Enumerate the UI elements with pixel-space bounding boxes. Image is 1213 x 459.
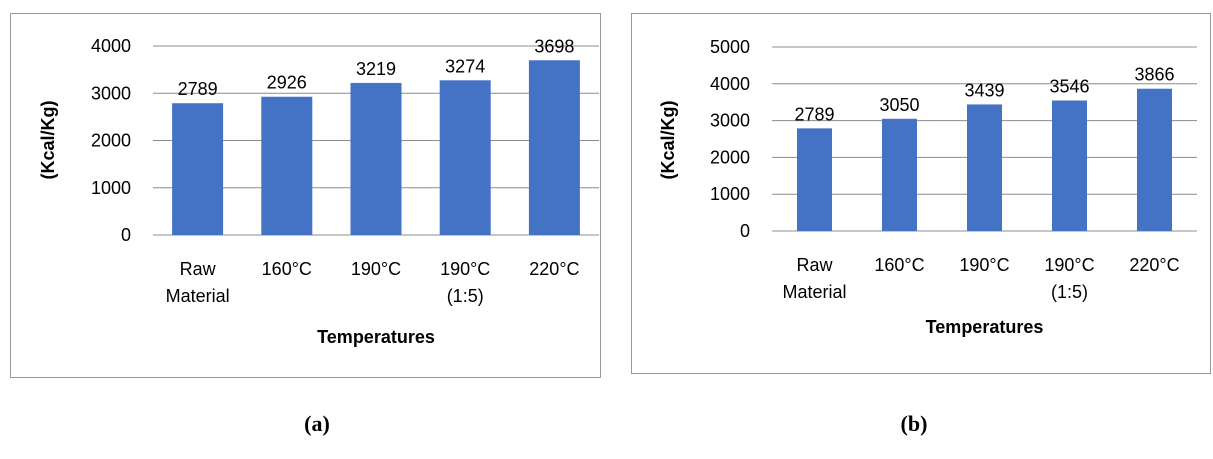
x-axis-title: Temperatures bbox=[926, 317, 1044, 337]
bar-chart-a: 0 1000 2000 3000 4000 2789 Raw Material 2926 160°… bbox=[38, 36, 599, 347]
bar bbox=[172, 103, 224, 235]
x-tick-label: 220°C bbox=[529, 259, 579, 279]
caption-a: (a) bbox=[304, 411, 330, 436]
y-tick-label: 1000 bbox=[91, 178, 131, 198]
y-tick-label: 2000 bbox=[91, 131, 131, 151]
x-tick-label: (1:5) bbox=[447, 286, 484, 306]
y-tick-label: 4000 bbox=[710, 74, 750, 94]
y-tick-label: 0 bbox=[121, 225, 131, 245]
y-tick-label: 4000 bbox=[91, 36, 131, 56]
data-label: 3698 bbox=[534, 36, 574, 56]
bar bbox=[1052, 100, 1087, 231]
data-label: 3219 bbox=[356, 59, 396, 79]
y-tick-label: 1000 bbox=[710, 184, 750, 204]
chart-panel-b: 0 1000 2000 3000 4000 5000 2789 Raw Material 3050… bbox=[631, 13, 1211, 374]
y-tick-label: 0 bbox=[740, 221, 750, 241]
data-label: 3546 bbox=[1049, 77, 1089, 97]
x-tick-label: Material bbox=[782, 282, 846, 302]
bar bbox=[967, 104, 1002, 231]
x-axis-title: Temperatures bbox=[317, 327, 435, 347]
data-label: 2789 bbox=[794, 104, 834, 124]
bar bbox=[528, 60, 580, 235]
bar bbox=[350, 82, 402, 235]
x-tick-label: 190°C bbox=[351, 259, 401, 279]
x-tick-label: Raw bbox=[180, 259, 217, 279]
x-tick-label: 190°C bbox=[1044, 255, 1094, 275]
data-label: 2926 bbox=[267, 73, 307, 93]
y-tick-label: 3000 bbox=[91, 83, 131, 103]
bar bbox=[797, 128, 832, 231]
chart-panel-a: 0 1000 2000 3000 4000 2789 Raw Material 2926 160°… bbox=[10, 13, 601, 378]
x-tick-label: 160°C bbox=[262, 259, 312, 279]
data-label: 2789 bbox=[178, 79, 218, 99]
data-label: 3866 bbox=[1134, 65, 1174, 85]
x-tick-label: 190°C bbox=[959, 255, 1009, 275]
bar bbox=[439, 80, 491, 235]
x-tick-label: 160°C bbox=[874, 255, 924, 275]
x-tick-label: 190°C bbox=[440, 259, 490, 279]
x-tick-label: (1:5) bbox=[1051, 282, 1088, 302]
y-tick-label: 2000 bbox=[710, 147, 750, 167]
bar-chart-b: 0 1000 2000 3000 4000 5000 2789 Raw Material 3050… bbox=[658, 37, 1197, 337]
x-tick-label: Material bbox=[166, 286, 230, 306]
data-label: 3439 bbox=[964, 80, 1004, 100]
caption-b: (b) bbox=[900, 411, 928, 436]
bar bbox=[261, 96, 313, 236]
bar bbox=[882, 118, 917, 231]
y-axis-title: (Kcal/Kg) bbox=[38, 100, 58, 179]
data-label: 3274 bbox=[445, 56, 485, 76]
y-tick-label: 3000 bbox=[710, 111, 750, 131]
y-axis-title: (Kcal/Kg) bbox=[658, 100, 678, 179]
x-tick-label: 220°C bbox=[1129, 255, 1179, 275]
data-label: 3050 bbox=[879, 95, 919, 115]
y-tick-label: 5000 bbox=[710, 37, 750, 57]
x-tick-label: Raw bbox=[796, 255, 833, 275]
bar bbox=[1137, 88, 1172, 231]
